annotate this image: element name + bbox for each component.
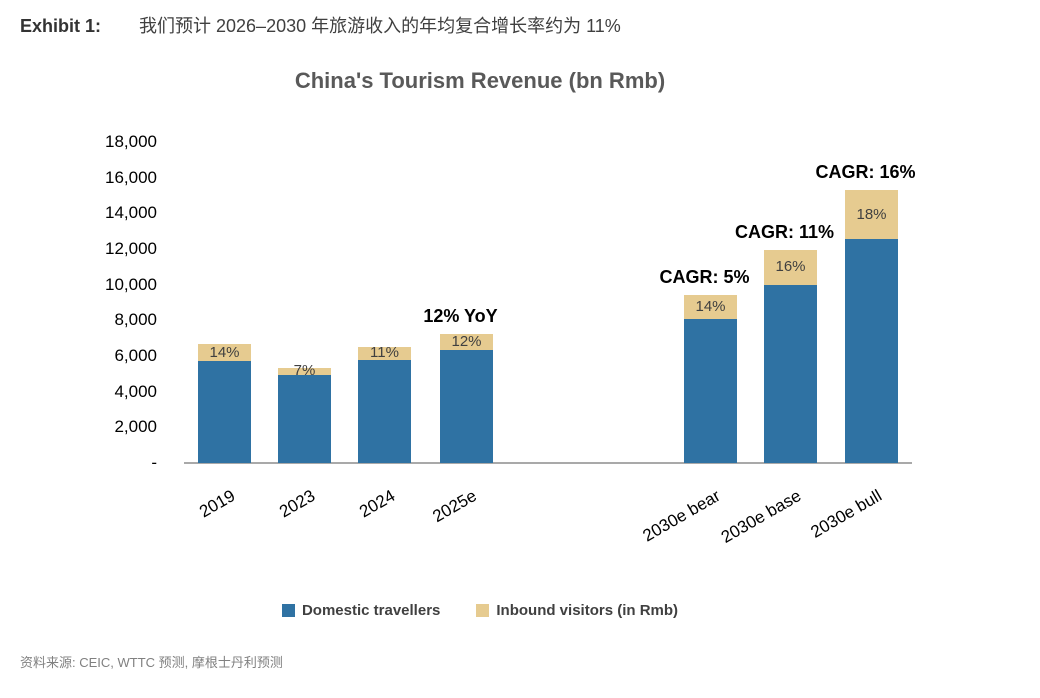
x-axis-category-label: 2023 (275, 486, 318, 522)
bar-percentage-label: 18% (856, 205, 887, 223)
y-axis-tick-label: 2,000 (114, 417, 157, 437)
legend-swatch-inbound-icon (476, 604, 490, 617)
bar-percentage-label: 7% (293, 362, 316, 380)
x-axis-category-label: 2019 (195, 486, 238, 522)
bar-segment-domestic (358, 359, 411, 463)
y-axis-tick-label: 16,000 (105, 167, 157, 187)
bar-percentage-label: 11% (370, 344, 399, 362)
chart-title: China's Tourism Revenue (bn Rmb) (294, 68, 666, 93)
chart-annotation: CAGR: 16% (815, 162, 916, 183)
bar-percentage-label: 14% (695, 297, 726, 315)
bar-segment-domestic (278, 374, 331, 463)
y-axis-tick-label: 12,000 (105, 239, 157, 258)
bar-segment-domestic (845, 239, 898, 463)
x-axis-category-label: 2030e bear (639, 486, 724, 546)
bar-segment-domestic (198, 361, 251, 463)
y-axis-tick-label: 6,000 (114, 346, 157, 365)
bar-segment-inbound (198, 344, 251, 362)
bar-percentage-label: 12% (451, 332, 482, 350)
x-axis-line (184, 462, 912, 464)
y-axis-tick-label: 10,000 (105, 274, 157, 294)
bar-percentage-label: 14% (209, 343, 240, 361)
chart-annotation: CAGR: 11% (734, 221, 835, 242)
bar-segment-domestic (764, 284, 817, 463)
bar-segment-inbound (684, 295, 737, 319)
x-axis-category-label: 2024 (355, 486, 398, 522)
exhibit-label: Exhibit 1: (20, 16, 102, 36)
bar-percentage-label: 16% (775, 258, 806, 276)
bar-segment-inbound (764, 249, 817, 285)
legend-item-domestic: Domestic travellers (281, 602, 441, 619)
x-axis-category-label: 2030e base (717, 486, 804, 547)
bar-segment-domestic (440, 349, 493, 463)
legend-label-inbound: Inbound visitors (in Rmb) (496, 602, 679, 619)
x-axis-category-label: 2025e (429, 486, 480, 527)
y-axis-tick-label: 4,000 (114, 381, 157, 401)
bar-segment-domestic (684, 318, 737, 463)
bar-segment-inbound (440, 333, 493, 350)
y-axis-tick-label: 14,000 (105, 203, 157, 223)
exhibit-title-chinese: 我们预计 2026–2030 年旅游收入的年均复合增长率约为 11% (139, 16, 621, 36)
chart-legend: Domestic travellers Inbound visitors (in… (40, 602, 920, 619)
y-axis-tick-label: 18,000 (105, 132, 157, 151)
y-axis-tick-label: - (151, 453, 157, 472)
bar-segment-inbound (358, 346, 411, 360)
chart-annotation: 12% YoY (423, 305, 498, 326)
legend-label-domestic: Domestic travellers (301, 602, 441, 619)
bar-segment-inbound (845, 190, 898, 240)
legend-swatch-domestic-icon (281, 604, 295, 617)
exhibit-header: Exhibit 1: 我们预计 2026–2030 年旅游收入的年均复合增长率约… (20, 12, 621, 38)
legend-item-inbound: Inbound visitors (in Rmb) (476, 602, 678, 619)
source-note: 资料来源: CEIC, WTTC 预测, 摩根士丹利预测 (20, 655, 283, 670)
x-axis-category-label: 2030e bull (807, 486, 885, 542)
chart-annotation: CAGR: 5% (659, 267, 750, 288)
y-axis-tick-label: 8,000 (114, 310, 157, 330)
bar-segment-inbound (278, 367, 331, 375)
